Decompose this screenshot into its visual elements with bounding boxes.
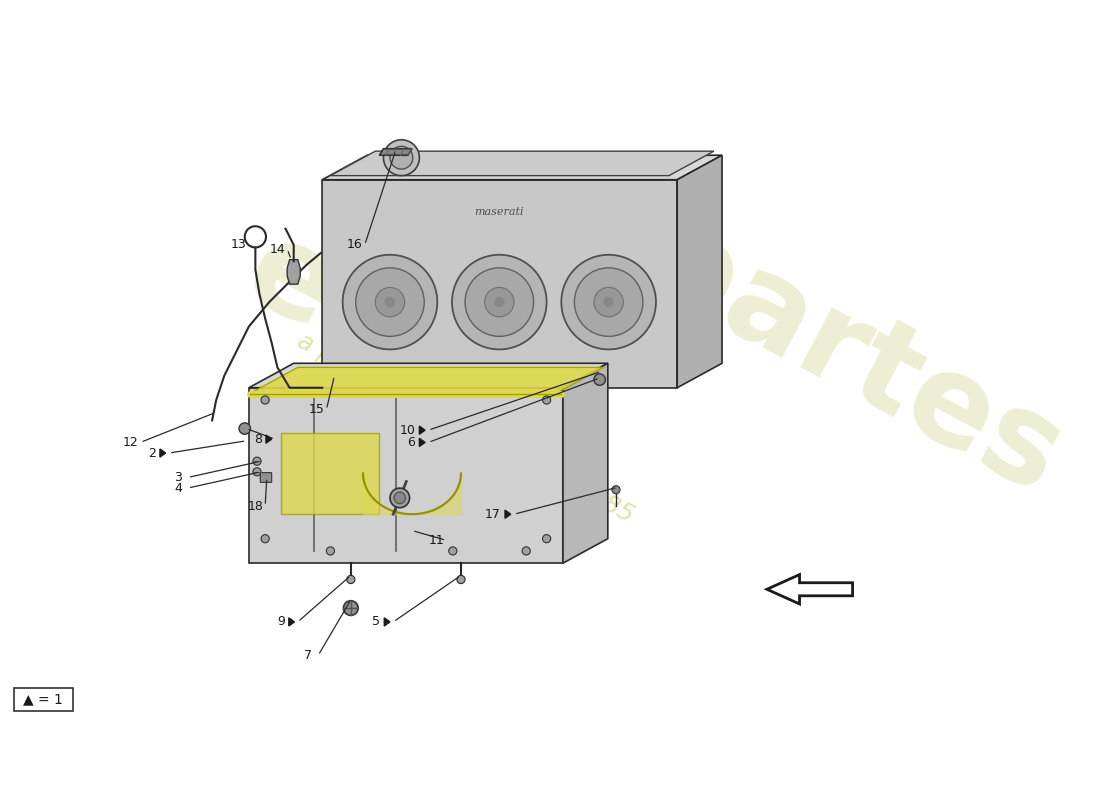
Polygon shape: [379, 149, 412, 155]
FancyBboxPatch shape: [261, 473, 272, 482]
Circle shape: [261, 534, 270, 542]
FancyBboxPatch shape: [14, 688, 73, 711]
Circle shape: [574, 268, 642, 336]
Circle shape: [385, 298, 395, 307]
Text: 15: 15: [309, 403, 324, 416]
Text: 18: 18: [248, 499, 263, 513]
Text: 2: 2: [148, 446, 156, 459]
Text: ▲ = 1: ▲ = 1: [23, 693, 63, 706]
Circle shape: [456, 575, 465, 583]
Circle shape: [522, 547, 530, 555]
Circle shape: [612, 486, 620, 494]
Polygon shape: [419, 438, 425, 446]
Circle shape: [542, 396, 551, 404]
Text: Opartes: Opartes: [530, 150, 1082, 520]
Text: 11: 11: [429, 534, 444, 547]
Circle shape: [494, 298, 504, 307]
Polygon shape: [253, 367, 604, 392]
Polygon shape: [563, 363, 608, 563]
Circle shape: [449, 547, 456, 555]
Circle shape: [604, 298, 614, 307]
Polygon shape: [384, 618, 390, 626]
Circle shape: [239, 423, 251, 434]
Polygon shape: [287, 260, 300, 284]
Polygon shape: [505, 510, 510, 518]
Circle shape: [390, 488, 409, 508]
Circle shape: [542, 534, 551, 542]
Circle shape: [452, 254, 547, 350]
Circle shape: [355, 268, 425, 336]
Text: a passion for parts since 1985: a passion for parts since 1985: [293, 330, 637, 528]
Circle shape: [394, 492, 406, 504]
Polygon shape: [419, 426, 425, 434]
Polygon shape: [330, 151, 714, 176]
Text: 5: 5: [372, 615, 381, 629]
Circle shape: [465, 268, 534, 336]
Circle shape: [594, 287, 624, 317]
Polygon shape: [322, 155, 722, 180]
Circle shape: [561, 254, 656, 350]
Polygon shape: [289, 618, 295, 626]
Polygon shape: [282, 433, 380, 514]
Circle shape: [343, 601, 359, 615]
Circle shape: [384, 140, 419, 176]
Text: 16: 16: [346, 238, 363, 251]
Polygon shape: [678, 155, 722, 388]
Polygon shape: [249, 388, 563, 563]
Circle shape: [485, 287, 514, 317]
Text: 17: 17: [485, 508, 501, 521]
Circle shape: [594, 374, 605, 386]
Text: 10: 10: [399, 424, 416, 437]
Circle shape: [346, 575, 355, 583]
Text: 7: 7: [305, 649, 312, 662]
Text: 4: 4: [174, 482, 182, 494]
Polygon shape: [322, 180, 678, 388]
Text: 14: 14: [270, 242, 285, 255]
Polygon shape: [249, 363, 608, 388]
Circle shape: [253, 457, 261, 466]
Circle shape: [343, 254, 438, 350]
Circle shape: [253, 468, 261, 476]
Circle shape: [327, 547, 334, 555]
Text: 8: 8: [254, 433, 262, 446]
Circle shape: [375, 287, 405, 317]
Text: eur: eur: [224, 210, 490, 427]
Text: maserati: maserati: [474, 207, 524, 218]
Polygon shape: [767, 574, 852, 604]
Circle shape: [390, 146, 412, 169]
Text: 6: 6: [407, 436, 416, 449]
Text: 13: 13: [231, 238, 246, 251]
Circle shape: [261, 396, 270, 404]
Text: 12: 12: [123, 436, 139, 449]
Text: 3: 3: [174, 471, 182, 484]
Text: 9: 9: [277, 615, 285, 629]
Polygon shape: [160, 449, 166, 457]
Polygon shape: [266, 435, 272, 443]
